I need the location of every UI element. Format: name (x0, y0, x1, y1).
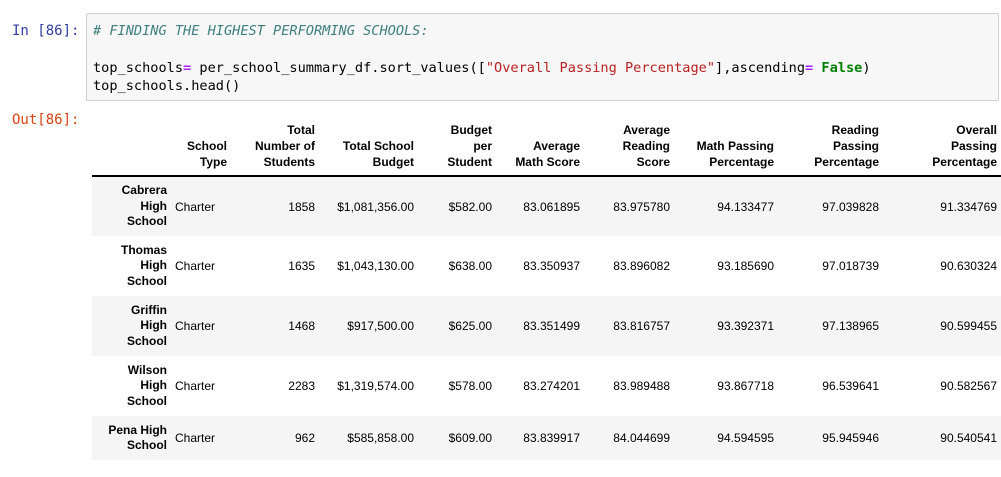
table-cell: $625.00 (448, 319, 492, 333)
code-token: ) (862, 60, 871, 76)
column-header: Average Reading Score (584, 118, 674, 177)
column-header: Total Number of Students (231, 118, 319, 177)
table-header-row: School Type Total Number of Students Total … (92, 118, 1001, 177)
code-operator: = (805, 60, 814, 76)
table-cell: 83.816757 (613, 319, 670, 333)
table-cell: $638.00 (448, 259, 492, 273)
table-cell: 90.540541 (940, 431, 997, 445)
column-header: Overall Passing Percentage (883, 118, 1001, 177)
row-index-label: Wilson High School (126, 362, 167, 408)
table-cell: Charter (175, 319, 216, 333)
table-cell: 962 (294, 431, 315, 445)
dataframe-table: School Type Total Number of Students Total … (92, 118, 1001, 460)
code-cell[interactable]: # FINDING THE HIGHEST PERFORMING SCHOOLS… (86, 13, 999, 101)
table-cell: 1858 (288, 199, 315, 214)
table-row: Griffin High School Charter 1468 $917,500.00 $… (92, 296, 1001, 356)
table-cell: 94.594595 (717, 431, 774, 445)
column-header: Reading Passing Percentage (778, 118, 883, 177)
code-keyword: False (813, 60, 863, 76)
table-cell: $582.00 (448, 199, 492, 214)
row-index-label: Pena High School (108, 422, 167, 453)
table-cell: $917,500.00 (347, 319, 414, 333)
table-cell: Charter (175, 379, 216, 393)
row-index-label: Griffin High School (126, 302, 167, 348)
code-string: "Overall Passing Percentage" (485, 60, 716, 76)
code-comment: # FINDING THE HIGHEST PERFORMING SCHOOLS… (93, 23, 429, 39)
table-cell: 83.839917 (523, 431, 580, 445)
table-cell: $578.00 (448, 379, 492, 393)
table-cell: 95.945946 (822, 431, 879, 445)
table-cell: $609.00 (448, 431, 492, 445)
column-header: School Type (171, 118, 231, 177)
table-cell: 83.989488 (613, 379, 670, 393)
table-cell: 2283 (288, 379, 315, 393)
column-header: Budget per Student (418, 118, 496, 177)
code-token: per_school_summary_df.sort_values([ (191, 60, 486, 76)
table-row: Pena High School Charter 962 $585,858.00 $609… (92, 416, 1001, 460)
table-cell: Charter (175, 259, 216, 273)
table-cell: 83.274201 (523, 379, 580, 393)
column-header: Average Math Score (496, 118, 584, 177)
code-line-3: top_schools.head() (93, 78, 241, 94)
table-row: Thomas High School Charter 1635 $1,043,130.00… (92, 236, 1001, 296)
table-cell: $1,319,574.00 (337, 379, 414, 393)
column-header: Math Passing Percentage (674, 118, 778, 177)
table-cell: $1,081,356.00 (337, 199, 414, 214)
code-line-2: top_schools= per_school_summary_df.sort_… (93, 60, 871, 76)
table-cell: $585,858.00 (347, 431, 414, 445)
table-cell: Charter (175, 431, 216, 445)
table-cell: 97.039828 (822, 199, 879, 214)
table-row: Wilson High School Charter 2283 $1,319,574.00… (92, 356, 1001, 416)
code-token: ],ascending (715, 60, 806, 76)
table-cell: 83.351499 (523, 319, 580, 333)
output-area: School Type Total Number of Students Total … (92, 118, 1001, 477)
code-line-1: # FINDING THE HIGHEST PERFORMING SCHOOLS… (93, 23, 429, 39)
output-prompt: Out[86]: (12, 112, 80, 128)
table-cell: 90.599455 (940, 319, 997, 333)
column-header: Total School Budget (319, 118, 418, 177)
table-cell: Charter (175, 199, 216, 214)
code-token: top_schools (93, 60, 184, 76)
table-cell: 90.582567 (940, 379, 997, 393)
table-cell: 91.334769 (940, 199, 997, 214)
row-index-label: Thomas High School (120, 242, 167, 288)
table-cell: 83.061895 (523, 199, 580, 214)
table-cell: 84.044699 (613, 431, 670, 445)
table-cell: 96.539641 (822, 379, 879, 393)
table-cell: 97.138965 (822, 319, 879, 333)
table-row: Cabrera High School Charter 1858 $1,081,356.0… (92, 176, 1001, 236)
table-cell: 1468 (288, 319, 315, 333)
table-cell: 1635 (288, 259, 315, 273)
row-index-label: Cabrera High School (121, 183, 167, 229)
table-cell: 90.630324 (940, 259, 997, 273)
table-cell: $1,043,130.00 (337, 259, 414, 273)
table-cell: 83.896082 (613, 259, 670, 273)
table-cell: 97.018739 (822, 259, 879, 273)
table-cell: 83.975780 (613, 199, 670, 214)
code-operator: = (183, 60, 192, 76)
table-cell: 93.185690 (717, 259, 774, 273)
table-cell: 93.867718 (717, 379, 774, 393)
table-cell: 94.133477 (717, 199, 774, 214)
index-header (92, 118, 171, 177)
input-prompt: In [86]: (12, 23, 80, 39)
table-cell: 93.392371 (717, 319, 774, 333)
table-cell: 83.350937 (523, 259, 580, 273)
